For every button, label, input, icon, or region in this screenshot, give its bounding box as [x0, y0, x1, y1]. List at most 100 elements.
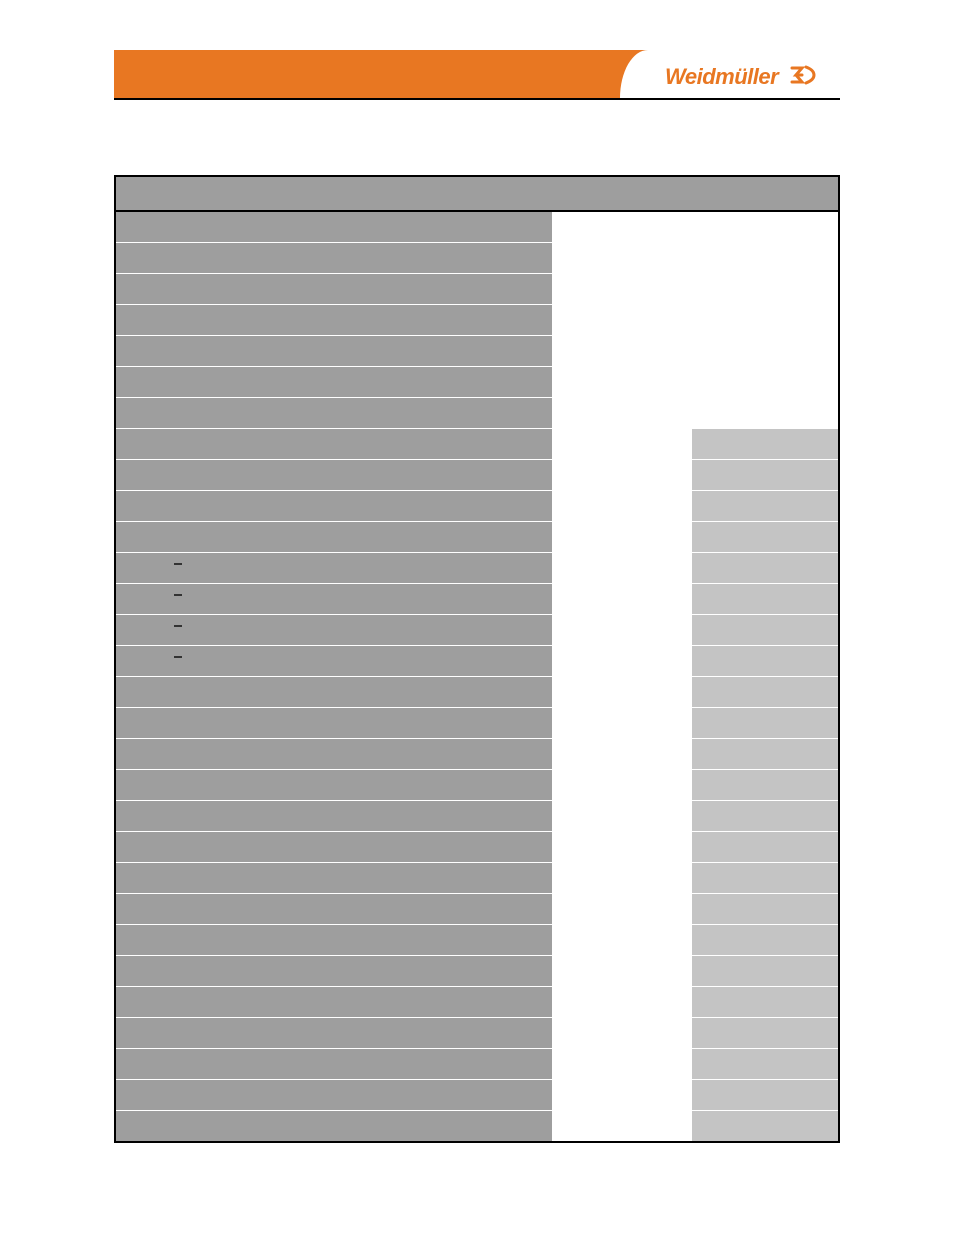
- dash-icon: [174, 656, 182, 658]
- table-row: [116, 366, 838, 397]
- row-value-2: [692, 800, 838, 831]
- row-value-2: [692, 490, 838, 521]
- row-label: [116, 614, 552, 645]
- table-row: [116, 521, 838, 552]
- row-value-1: [552, 1110, 692, 1141]
- table-row: [116, 614, 838, 645]
- table-body: [116, 211, 838, 1141]
- table-row: [116, 397, 838, 428]
- header-label: [116, 177, 552, 211]
- row-value-1: [552, 428, 692, 459]
- row-value-1: [552, 831, 692, 862]
- row-value-2: [692, 738, 838, 769]
- row-label: [116, 1079, 552, 1110]
- dash-icon: [174, 625, 182, 627]
- row-label: [116, 459, 552, 490]
- row-value-2: [692, 862, 838, 893]
- row-value-2: [692, 273, 838, 304]
- row-value-1: [552, 645, 692, 676]
- row-label: [116, 924, 552, 955]
- row-value-2: [692, 583, 838, 614]
- table-row: [116, 955, 838, 986]
- row-value-2: [692, 1110, 838, 1141]
- row-value-2: [692, 304, 838, 335]
- row-value-2: [692, 1048, 838, 1079]
- row-label: [116, 242, 552, 273]
- row-value-2: [692, 831, 838, 862]
- brand-logo-text: Weidmüller: [665, 64, 816, 92]
- table-row: [116, 738, 838, 769]
- row-value-1: [552, 893, 692, 924]
- row-value-1: [552, 335, 692, 366]
- row-value-1: [552, 552, 692, 583]
- row-label: [116, 397, 552, 428]
- table-row: [116, 242, 838, 273]
- row-value-1: [552, 459, 692, 490]
- row-value-2: [692, 242, 838, 273]
- row-label: [116, 211, 552, 242]
- table-row: [116, 1048, 838, 1079]
- row-value-2: [692, 335, 838, 366]
- row-label: [116, 862, 552, 893]
- table-row: [116, 893, 838, 924]
- row-label: [116, 583, 552, 614]
- row-value-1: [552, 304, 692, 335]
- table-row: [116, 490, 838, 521]
- row-value-2: [692, 366, 838, 397]
- row-label: [116, 428, 552, 459]
- row-value-2: [692, 428, 838, 459]
- table-row: [116, 273, 838, 304]
- table-row: [116, 428, 838, 459]
- dash-icon: [174, 594, 182, 596]
- row-label: [116, 645, 552, 676]
- table-row: [116, 645, 838, 676]
- row-value-1: [552, 211, 692, 242]
- row-value-2: [692, 521, 838, 552]
- row-value-2: [692, 1079, 838, 1110]
- spec-table-container: [114, 175, 840, 1143]
- row-value-1: [552, 769, 692, 800]
- table-row: [116, 769, 838, 800]
- row-label: [116, 893, 552, 924]
- row-value-2: [692, 1017, 838, 1048]
- row-value-2: [692, 707, 838, 738]
- row-label: [116, 676, 552, 707]
- row-label: [116, 304, 552, 335]
- row-value-2: [692, 676, 838, 707]
- row-value-2: [692, 552, 838, 583]
- table-row: [116, 211, 838, 242]
- row-value-2: [692, 955, 838, 986]
- table-row: [116, 800, 838, 831]
- header-col2: [692, 177, 838, 211]
- row-value-1: [552, 800, 692, 831]
- row-value-2: [692, 986, 838, 1017]
- table-row: [116, 831, 838, 862]
- row-value-1: [552, 490, 692, 521]
- row-value-1: [552, 242, 692, 273]
- row-label: [116, 552, 552, 583]
- row-value-1: [552, 614, 692, 645]
- row-value-2: [692, 893, 838, 924]
- row-label: [116, 521, 552, 552]
- row-label: [116, 1110, 552, 1141]
- header-col1: [552, 177, 692, 211]
- row-value-2: [692, 211, 838, 242]
- row-value-1: [552, 955, 692, 986]
- row-value-1: [552, 273, 692, 304]
- row-label: [116, 831, 552, 862]
- table-row: [116, 459, 838, 490]
- row-label: [116, 769, 552, 800]
- row-value-1: [552, 738, 692, 769]
- row-value-1: [552, 1017, 692, 1048]
- row-value-1: [552, 1079, 692, 1110]
- row-value-1: [552, 583, 692, 614]
- row-label: [116, 738, 552, 769]
- row-label: [116, 707, 552, 738]
- row-label: [116, 1017, 552, 1048]
- row-label: [116, 366, 552, 397]
- table-row: [116, 1079, 838, 1110]
- row-value-1: [552, 676, 692, 707]
- row-value-1: [552, 986, 692, 1017]
- row-value-1: [552, 521, 692, 552]
- header-underline: [114, 98, 840, 100]
